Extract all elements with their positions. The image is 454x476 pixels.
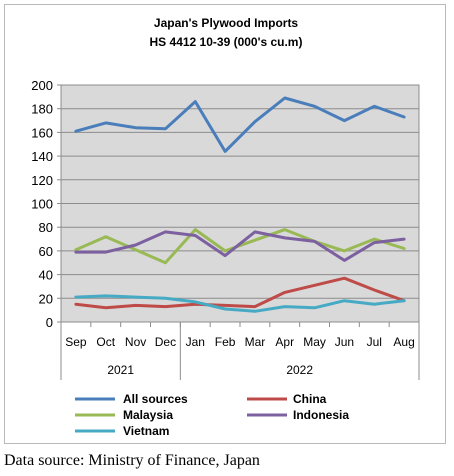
series-line-vietnam: [74, 294, 406, 313]
x-tick-label: Jul: [367, 335, 382, 349]
plywood-imports-chart: Japan's Plywood Imports HS 4412 10-39 (00…: [31, 16, 420, 438]
chart-title: Japan's Plywood Imports: [154, 16, 299, 30]
chart-subtitle: HS 4412 10-39 (000's cu.m): [150, 35, 303, 49]
year-group-label: 2021: [107, 363, 134, 377]
y-tick-label: 60: [39, 244, 53, 259]
x-tick-label: Sep: [65, 335, 87, 349]
x-tick-label: Aug: [393, 335, 414, 349]
x-tick-label: Jan: [186, 335, 205, 349]
x-tick-label: Mar: [245, 335, 266, 349]
data-source-note: Data source: Ministry of Finance, Japan: [4, 452, 260, 469]
x-tick-label: Jun: [335, 335, 354, 349]
legend-label: All sources: [123, 392, 188, 406]
y-tick-label: 20: [39, 291, 53, 306]
y-tick-label: 40: [39, 268, 53, 283]
y-tick-label: 160: [31, 125, 53, 140]
chart-frame: Japan's Plywood Imports HS 4412 10-39 (00…: [4, 4, 446, 444]
x-tick-label: Feb: [215, 335, 236, 349]
legend-label: Indonesia: [293, 408, 349, 422]
legend-label: China: [293, 392, 327, 406]
y-tick-label: 100: [31, 197, 53, 212]
legend-label: Malaysia: [123, 408, 173, 422]
series-line-all-sources: [74, 96, 406, 153]
y-tick-label: 120: [31, 173, 53, 188]
x-tick-label: Apr: [275, 335, 294, 349]
year-group-label: 2022: [286, 363, 313, 377]
x-tick-label: May: [303, 335, 326, 349]
x-tick-label: Dec: [155, 335, 176, 349]
y-tick-label: 200: [31, 78, 53, 93]
legend-label: Vietnam: [123, 424, 169, 438]
series-line-indonesia: [74, 230, 406, 262]
series-line-china: [74, 276, 406, 310]
x-tick-label: Oct: [96, 335, 115, 349]
y-tick-label: 180: [31, 102, 53, 117]
y-tick-label: 80: [39, 220, 53, 235]
x-tick-label: Nov: [125, 335, 146, 349]
y-tick-label: 140: [31, 149, 53, 164]
y-tick-label: 0: [46, 315, 53, 330]
